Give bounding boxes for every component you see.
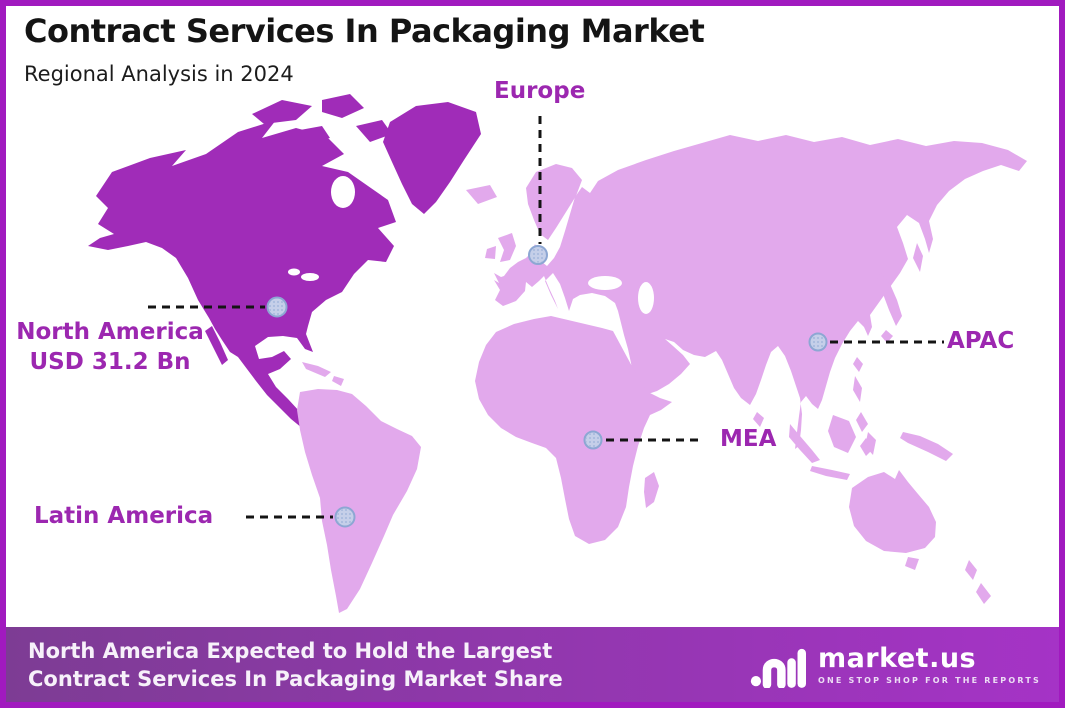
footer-headline: North America Expected to Hold the Large… bbox=[28, 637, 563, 693]
brand-logo: market.us ONE STOP SHOP FOR THE REPORTS bbox=[750, 642, 1041, 688]
brand-tagline: ONE STOP SHOP FOR THE REPORTS bbox=[817, 675, 1041, 685]
region-label-north-america: North America USD 31.2 Bn bbox=[4, 317, 216, 377]
landmass-north-america bbox=[88, 94, 396, 428]
footer-headline-line2: Contract Services In Packaging Market Sh… bbox=[28, 666, 563, 691]
region-name-north-america: North America bbox=[16, 319, 204, 345]
brand-name: market.us bbox=[817, 642, 977, 674]
marker-north-america bbox=[266, 296, 288, 318]
page-subtitle: Regional Analysis in 2024 bbox=[24, 62, 294, 86]
landmass-south-america bbox=[297, 362, 421, 613]
region-label-mea: MEA bbox=[720, 426, 777, 452]
landmass-oceania bbox=[789, 415, 991, 604]
footer-banner: North America Expected to Hold the Large… bbox=[6, 627, 1059, 702]
footer-headline-line1: North America Expected to Hold the Large… bbox=[28, 638, 553, 663]
region-value-north-america: USD 31.2 Bn bbox=[29, 349, 191, 375]
marker-latin-america bbox=[334, 506, 356, 528]
marker-europe bbox=[528, 245, 548, 265]
landmass-africa bbox=[475, 316, 672, 544]
marker-apac bbox=[808, 332, 828, 352]
marker-mea bbox=[583, 430, 603, 450]
page-title: Contract Services In Packaging Market bbox=[24, 12, 705, 50]
region-label-apac: APAC bbox=[947, 328, 1015, 354]
landmass-greenland bbox=[383, 102, 481, 214]
market-us-logo-icon bbox=[750, 648, 806, 688]
region-label-latin-america: Latin America bbox=[34, 503, 214, 529]
region-label-europe: Europe bbox=[494, 78, 586, 104]
